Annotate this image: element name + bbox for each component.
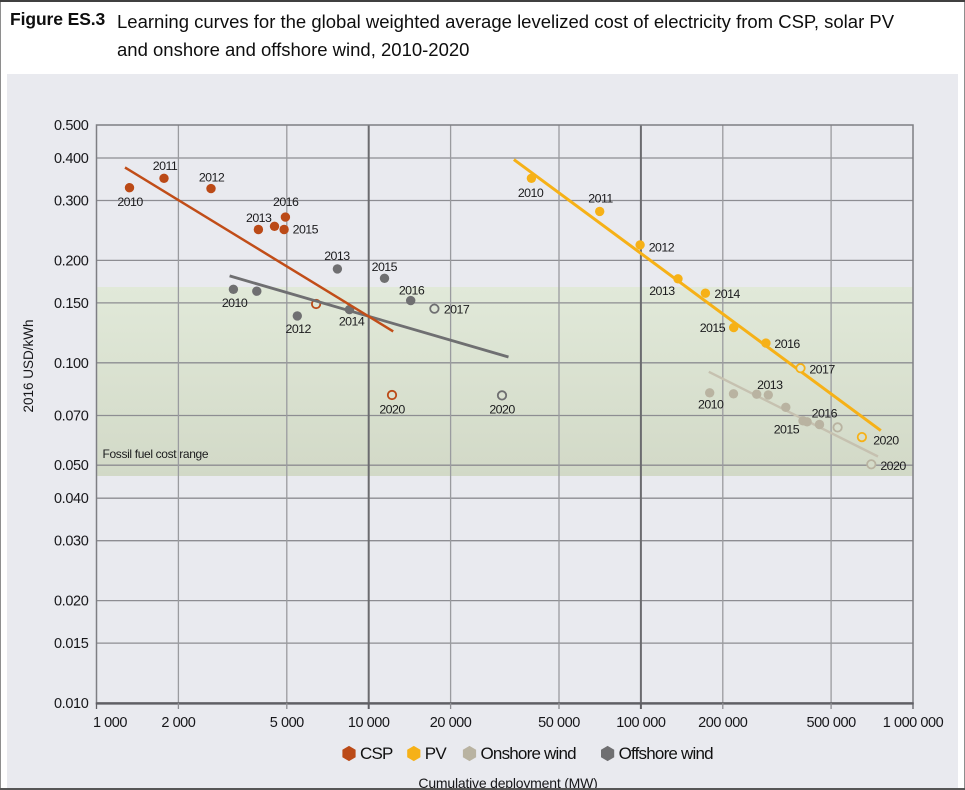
svg-text:0.400: 0.400 bbox=[54, 151, 89, 167]
svg-text:Offshore wind: Offshore wind bbox=[619, 744, 714, 763]
svg-text:Cumulative deployment (MW): Cumulative deployment (MW) bbox=[418, 775, 597, 790]
svg-text:2015: 2015 bbox=[372, 260, 398, 274]
svg-text:2011: 2011 bbox=[153, 159, 178, 173]
svg-text:2016: 2016 bbox=[774, 337, 800, 351]
svg-text:2 000: 2 000 bbox=[161, 715, 195, 731]
svg-text:2012: 2012 bbox=[286, 322, 312, 336]
svg-text:2014: 2014 bbox=[339, 315, 365, 329]
svg-text:0.100: 0.100 bbox=[54, 356, 89, 372]
svg-text:0.030: 0.030 bbox=[54, 534, 89, 550]
svg-text:2016: 2016 bbox=[399, 284, 425, 298]
svg-text:PV: PV bbox=[425, 744, 448, 763]
svg-text:0.070: 0.070 bbox=[54, 409, 89, 425]
svg-text:2012: 2012 bbox=[649, 241, 675, 255]
svg-text:0.200: 0.200 bbox=[54, 253, 89, 269]
svg-text:2011: 2011 bbox=[588, 192, 613, 206]
svg-text:2020: 2020 bbox=[880, 459, 906, 473]
svg-text:2015: 2015 bbox=[774, 422, 800, 436]
svg-text:2015: 2015 bbox=[700, 321, 726, 335]
svg-text:1 000 000: 1 000 000 bbox=[883, 715, 944, 731]
svg-text:2016: 2016 bbox=[273, 195, 299, 209]
svg-text:0.015: 0.015 bbox=[54, 636, 89, 652]
svg-text:Onshore wind: Onshore wind bbox=[481, 744, 577, 763]
svg-text:20 000: 20 000 bbox=[430, 715, 472, 731]
svg-text:2015: 2015 bbox=[293, 223, 319, 237]
svg-text:2010: 2010 bbox=[698, 398, 724, 412]
svg-text:2013: 2013 bbox=[757, 378, 783, 392]
svg-text:CSP: CSP bbox=[360, 744, 393, 763]
svg-text:5 000: 5 000 bbox=[270, 715, 304, 731]
svg-text:2010: 2010 bbox=[117, 195, 143, 209]
svg-text:200 000: 200 000 bbox=[698, 715, 748, 731]
svg-text:0.150: 0.150 bbox=[54, 296, 89, 312]
svg-text:0.300: 0.300 bbox=[54, 194, 89, 210]
svg-text:0.010: 0.010 bbox=[54, 696, 89, 712]
svg-text:2017: 2017 bbox=[444, 303, 470, 317]
svg-text:50 000: 50 000 bbox=[538, 715, 580, 731]
svg-text:2017: 2017 bbox=[809, 362, 835, 376]
svg-text:Fossil fuel cost range: Fossil fuel cost range bbox=[103, 447, 209, 461]
svg-text:0.040: 0.040 bbox=[54, 491, 89, 507]
svg-text:2010: 2010 bbox=[518, 186, 544, 200]
svg-text:2016: 2016 bbox=[812, 406, 838, 420]
svg-text:2016 USD/kWh: 2016 USD/kWh bbox=[21, 319, 36, 412]
svg-text:0.500: 0.500 bbox=[54, 118, 89, 134]
svg-text:2014: 2014 bbox=[714, 287, 740, 301]
svg-text:2013: 2013 bbox=[324, 249, 350, 263]
svg-text:2012: 2012 bbox=[199, 171, 225, 185]
svg-text:2013: 2013 bbox=[649, 284, 675, 298]
svg-text:500 000: 500 000 bbox=[806, 715, 856, 731]
svg-text:2020: 2020 bbox=[873, 433, 899, 447]
svg-text:100 000: 100 000 bbox=[616, 715, 666, 731]
svg-text:0.020: 0.020 bbox=[54, 594, 89, 610]
svg-text:1 000: 1 000 bbox=[93, 715, 127, 731]
svg-text:2020: 2020 bbox=[489, 402, 515, 416]
svg-text:0.050: 0.050 bbox=[54, 458, 89, 474]
svg-text:2010: 2010 bbox=[222, 296, 248, 310]
svg-text:10 000: 10 000 bbox=[348, 715, 390, 731]
svg-text:2013: 2013 bbox=[246, 211, 272, 225]
svg-text:2020: 2020 bbox=[379, 402, 405, 416]
